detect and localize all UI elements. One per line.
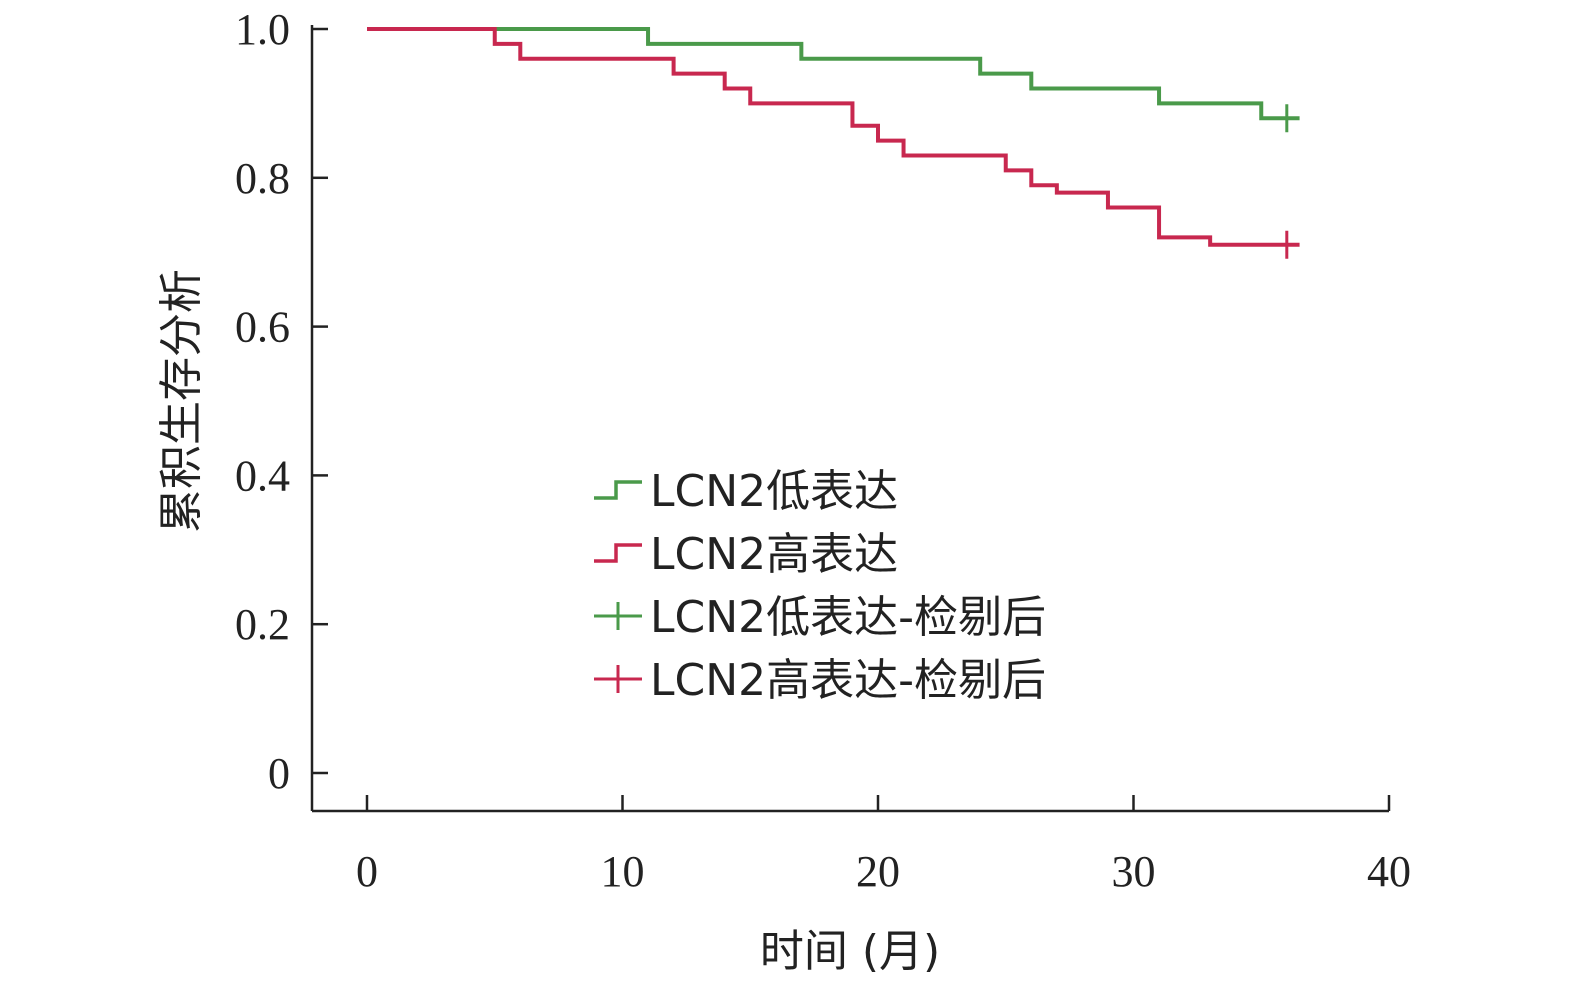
legend: LCN2低表达 LCN2高表达 LCN2低表达-检剔后 LCN2高表达-检剔后 [594, 466, 1046, 706]
y-tick-label: 0 [268, 749, 290, 798]
legend-censor-symbol [594, 665, 642, 693]
legend-item: LCN2低表达 [594, 466, 898, 517]
axes: 0 0.2 0.4 0.6 0.8 1.0 0 10 20 30 40 [235, 5, 1411, 896]
x-tick-label: 30 [1112, 847, 1156, 896]
legend-label: LCN2高表达-检剔后 [650, 655, 1046, 706]
legend-step-symbol [594, 543, 642, 563]
series-line-0 [367, 27, 1300, 121]
legend-label: LCN2低表达-检剔后 [650, 592, 1046, 643]
series-line-1 [367, 27, 1300, 247]
legend-item: LCN2低表达-检剔后 [594, 592, 1046, 643]
legend-step-symbol [594, 480, 642, 500]
y-axis-title: 累积生存分析 [156, 269, 207, 533]
legend-label: LCN2高表达 [650, 529, 898, 580]
y-tick-label: 1.0 [235, 5, 290, 54]
x-tick-label: 20 [856, 847, 900, 896]
x-axis-title: 时间 (月) [760, 926, 940, 977]
legend-item: LCN2高表达-检剔后 [594, 655, 1046, 706]
x-tick-label: 40 [1367, 847, 1411, 896]
censor-mark-0 [1274, 104, 1299, 133]
x-tick-label: 0 [356, 847, 378, 896]
series-layer [367, 27, 1300, 259]
y-tick-label: 0.4 [235, 451, 290, 500]
legend-censor-symbol [594, 602, 642, 630]
legend-label: LCN2低表达 [650, 466, 898, 517]
legend-item: LCN2高表达 [594, 529, 898, 580]
y-tick-label: 0.6 [235, 303, 290, 352]
y-tick-label: 0.2 [235, 600, 290, 649]
x-tick-label: 10 [601, 847, 645, 896]
censor-mark-1 [1274, 230, 1299, 259]
y-tick-label: 0.8 [235, 154, 290, 203]
